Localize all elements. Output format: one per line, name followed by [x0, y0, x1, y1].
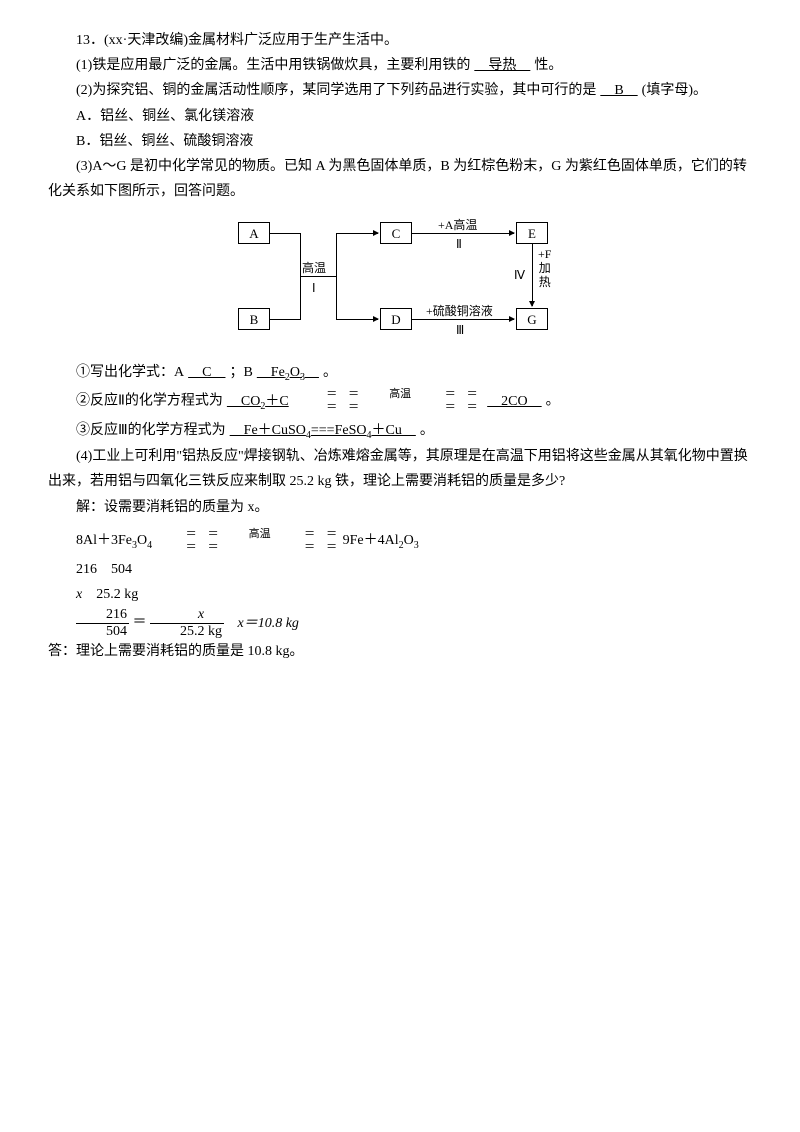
lbl-III: Ⅲ: [456, 320, 464, 342]
s2-cond2: ＝ ＝ ＝ ＝: [417, 388, 478, 414]
ec1: ＝ ＝: [158, 528, 219, 541]
xeq: x＝10.8 kg: [238, 616, 299, 631]
s2l1: CO: [227, 394, 260, 409]
q13-header: 13．(xx·天津改编)金属材料广泛应用于生产生活中。: [48, 28, 752, 53]
ec3: ＝ ＝: [276, 528, 337, 541]
frac-eq: ＝: [133, 616, 147, 631]
ec2: ＝ ＝: [158, 541, 219, 554]
eq-cond2: ＝ ＝ ＝ ＝: [276, 528, 337, 554]
arr-EG: [532, 244, 533, 306]
s1-c: ；B: [229, 365, 252, 380]
eqgwt: 高温: [221, 528, 271, 541]
box-C: C: [380, 222, 412, 244]
s3b1: Fe＋CuSO: [230, 423, 306, 438]
s2eq4: ＝ ＝: [417, 401, 478, 414]
eqr1: 9Fe＋4Al: [343, 533, 399, 548]
s1b2b: O: [290, 365, 300, 380]
lbl-I: Ⅰ: [312, 278, 316, 300]
row1: 216 504: [48, 557, 752, 582]
eq-gw: 高温: [221, 528, 271, 554]
s1b2a: Fe: [257, 365, 285, 380]
s2-lhs: CO2＋C: [223, 394, 293, 409]
diagram-wrap: A B C D E G 高温 Ⅰ +A高温 Ⅱ +硫酸铜溶液 Ⅲ +F 加 热 …: [48, 212, 752, 351]
pf3: 热: [538, 276, 551, 290]
box-B: B: [238, 308, 270, 330]
s1-d: 。: [323, 365, 337, 380]
s2-a: ②反应Ⅱ的化学方程式为: [76, 394, 223, 409]
main-eq: 8Al＋3Fe3O4 ＝ ＝ ＝ ＝ 高温 ＝ ＝ ＝ ＝ 9Fe＋4Al2O3: [48, 528, 752, 555]
s3m: ===FeSO: [311, 423, 367, 438]
ec4: ＝ ＝: [276, 541, 337, 554]
p1-a: (1)铁是应用最广泛的金属。生活中用铁锅做炊具，主要利用铁的: [76, 58, 470, 73]
box-G: G: [516, 308, 548, 330]
s2l2: ＋C: [265, 394, 288, 409]
s3-a: ③反应Ⅲ的化学方程式为: [76, 423, 226, 438]
lbl-IV: Ⅳ: [514, 265, 525, 287]
box-D: D: [380, 308, 412, 330]
s3-blank: Fe＋CuSO4===FeSO4＋Cu: [226, 423, 420, 438]
f1d: 504: [76, 624, 129, 639]
lbl-gaowen: 高温: [302, 258, 326, 280]
q13-p3: (3)A～G 是初中化学常见的物质。已知 A 为黑色固体单质，B 为红棕色粉末，…: [48, 154, 752, 204]
arr-to-D: [336, 319, 378, 320]
q13-optA: A．铝丝、铜丝、氯化镁溶液: [48, 104, 752, 129]
s2-d: 。: [546, 394, 560, 409]
lbl-II: Ⅱ: [456, 234, 462, 256]
frac1: 216 504: [76, 607, 129, 639]
flow-diagram: A B C D E G 高温 Ⅰ +A高温 Ⅱ +硫酸铜溶液 Ⅲ +F 加 热 …: [220, 212, 580, 342]
s3: ③反应Ⅲ的化学方程式为 Fe＋CuSO4===FeSO4＋Cu 。: [48, 418, 752, 445]
f2d: 25.2 kg: [150, 624, 224, 639]
solve-set: 解：设需要消耗铝的质量为 x。: [48, 495, 752, 520]
p4: (4)工业上可利用"铝热反应"焊接钢轨、冶炼难熔金属等，其原理是在高温下用铝将这…: [48, 444, 752, 494]
pf1: +F: [538, 248, 551, 262]
s2: ②反应Ⅱ的化学方程式为 CO2＋C ＝ ＝ ＝ ＝ 高温 ＝ ＝ ＝ ＝ 2CO…: [48, 388, 752, 415]
answer: 答：理论上需要消耗铝的质量是 10.8 kg。: [48, 639, 752, 664]
s1b2c: [305, 365, 319, 380]
box-A: A: [238, 222, 270, 244]
s2-rhs: 2CO: [483, 394, 545, 409]
s1-a: ①写出化学式：A: [76, 365, 184, 380]
row2: x 25.2 kg: [48, 582, 752, 607]
eqm1: O: [137, 533, 147, 548]
frac2: x 25.2 kg: [150, 607, 224, 639]
s2eq1: ＝ ＝: [298, 388, 359, 401]
p2-b: (填字母)。: [642, 83, 707, 98]
pf2: 加: [538, 262, 551, 276]
eqs2: 4: [147, 540, 152, 551]
eql: 8Al＋3Fe3O4: [76, 533, 152, 548]
s1: ①写出化学式：A C ；B Fe2O3 。: [48, 360, 752, 387]
p1-b: 性。: [534, 58, 562, 73]
eqs4: 3: [414, 540, 419, 551]
s2gwt: 高温: [361, 388, 411, 401]
q13-p2: (2)为探究铝、铜的金属活动性顺序，某同学选用了下列药品进行实验，其中可行的是 …: [48, 78, 752, 103]
lbl-plusF: +F 加 热: [538, 248, 551, 289]
seg-b-out: [270, 319, 300, 320]
frac-row: 216 504 ＝ x 25.2 kg x＝10.8 kg: [48, 607, 752, 639]
s2eq3: ＝ ＝: [417, 388, 478, 401]
eql1: 8Al＋3Fe: [76, 533, 132, 548]
s2eq2: ＝ ＝: [298, 401, 359, 414]
box-E: E: [516, 222, 548, 244]
p1-blank: 导热: [470, 58, 534, 73]
eqr: 9Fe＋4Al2O3: [343, 533, 419, 548]
s1-b1: C: [184, 365, 229, 380]
seg-a-out: [270, 233, 300, 234]
s2-cond: ＝ ＝ ＝ ＝: [298, 388, 359, 414]
s1-b2: Fe2O3: [253, 365, 323, 380]
s2-gw: 高温: [361, 388, 411, 414]
p2-a: (2)为探究铝、铜的金属活动性顺序，某同学选用了下列药品进行实验，其中可行的是: [76, 83, 596, 98]
eqm2: O: [404, 533, 414, 548]
eq-cond1: ＝ ＝ ＝ ＝: [158, 528, 219, 554]
seg-cd-v: [336, 233, 337, 320]
p2-blank: B: [596, 83, 641, 98]
arr-to-C: [336, 233, 378, 234]
q13-optB: B．铝丝、铜丝、硫酸铜溶液: [48, 129, 752, 154]
s3e: ＋Cu: [371, 423, 415, 438]
f2n: x: [150, 607, 224, 623]
s3-d: 。: [420, 423, 434, 438]
row2b: 25.2 kg: [82, 587, 138, 602]
q13-p1: (1)铁是应用最广泛的金属。生活中用铁锅做炊具，主要利用铁的 导热 性。: [48, 53, 752, 78]
f1n: 216: [76, 607, 129, 623]
